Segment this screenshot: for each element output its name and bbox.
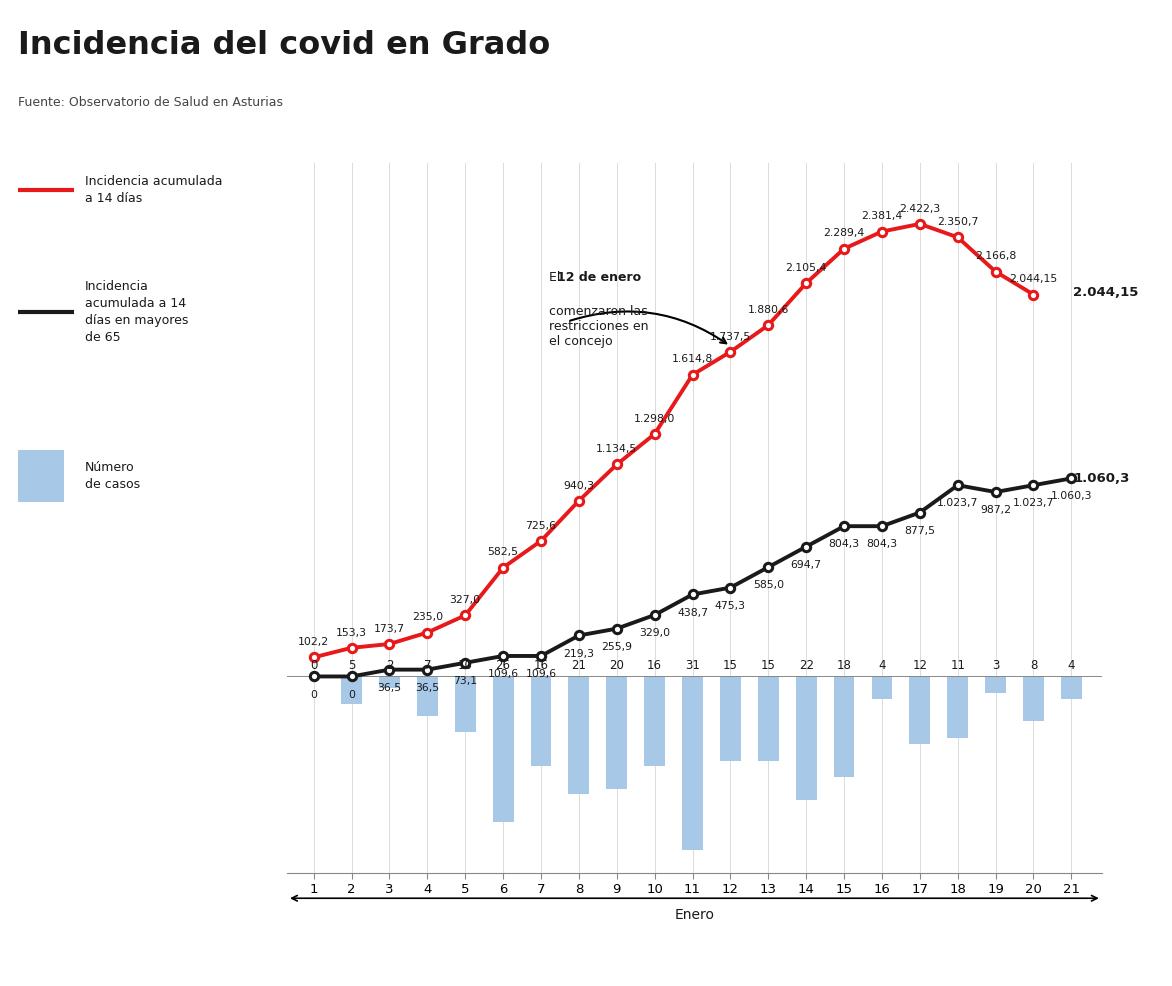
Text: Incidencia acumulada
a 14 días: Incidencia acumulada a 14 días <box>84 176 223 205</box>
Text: 585,0: 585,0 <box>752 580 784 591</box>
Text: 1.298,0: 1.298,0 <box>634 414 675 424</box>
Text: 21: 21 <box>572 659 586 671</box>
Text: 1.737,5: 1.737,5 <box>710 331 751 341</box>
Text: Fuente: Observatorio de Salud en Asturias: Fuente: Observatorio de Salud en Asturia… <box>18 97 282 109</box>
Text: 2.350,7: 2.350,7 <box>938 217 979 227</box>
Text: 1.023,7: 1.023,7 <box>1013 498 1054 508</box>
Text: 2.044,15: 2.044,15 <box>1074 286 1139 299</box>
Text: 109,6: 109,6 <box>488 669 519 679</box>
Text: 1.880,6: 1.880,6 <box>748 305 789 315</box>
Bar <box>720 676 741 760</box>
Text: 725,6: 725,6 <box>525 521 557 530</box>
Text: 2.289,4: 2.289,4 <box>824 229 865 239</box>
Bar <box>417 676 437 716</box>
Text: 475,3: 475,3 <box>715 600 745 610</box>
Text: 36,5: 36,5 <box>377 682 402 693</box>
Text: 582,5: 582,5 <box>488 547 518 557</box>
Text: comenzaron las
restricciones en
el concejo: comenzaron las restricciones en el conce… <box>548 305 648 348</box>
Text: 2.381,4: 2.381,4 <box>861 211 902 221</box>
Text: Incidencia
acumulada a 14
días en mayores
de 65: Incidencia acumulada a 14 días en mayore… <box>84 280 188 343</box>
Bar <box>1061 676 1082 699</box>
Text: 2: 2 <box>386 659 393 671</box>
Bar <box>758 676 778 760</box>
Text: 16: 16 <box>533 659 548 671</box>
Bar <box>531 676 551 766</box>
Bar <box>379 676 400 687</box>
Text: 15: 15 <box>761 659 776 671</box>
Text: 12 de enero: 12 de enero <box>557 271 641 284</box>
Text: 20: 20 <box>609 659 625 671</box>
Bar <box>1023 676 1044 722</box>
Text: 0: 0 <box>309 659 318 671</box>
Bar <box>796 676 817 800</box>
Text: 1.060,3: 1.060,3 <box>1074 472 1130 485</box>
Text: 12: 12 <box>912 659 927 671</box>
Text: 0: 0 <box>348 689 355 699</box>
Text: 11: 11 <box>950 659 966 671</box>
Text: 804,3: 804,3 <box>866 539 898 549</box>
Text: Incidencia del covid en Grado: Incidencia del covid en Grado <box>18 30 550 60</box>
Text: 1.060,3: 1.060,3 <box>1050 491 1092 502</box>
Text: 1.614,8: 1.614,8 <box>672 355 713 365</box>
Text: 31: 31 <box>686 659 700 671</box>
Text: 26: 26 <box>496 659 511 671</box>
Text: 1.134,5: 1.134,5 <box>597 445 638 455</box>
Bar <box>492 676 513 822</box>
Text: 73,1: 73,1 <box>454 675 477 686</box>
Text: 438,7: 438,7 <box>677 607 708 617</box>
Text: 1.023,7: 1.023,7 <box>938 498 979 508</box>
Text: 15: 15 <box>723 659 738 671</box>
Bar <box>947 676 968 739</box>
Text: 10: 10 <box>458 659 472 671</box>
Text: 3: 3 <box>992 659 1000 671</box>
Bar <box>645 676 665 766</box>
Bar <box>986 676 1006 693</box>
Text: 0: 0 <box>311 689 318 699</box>
Text: 2.166,8: 2.166,8 <box>975 251 1016 261</box>
Text: 102,2: 102,2 <box>298 637 329 647</box>
Bar <box>341 676 362 704</box>
Text: 173,7: 173,7 <box>374 624 406 634</box>
Bar <box>568 676 590 794</box>
Text: 987,2: 987,2 <box>980 505 1011 515</box>
Text: Número
de casos: Número de casos <box>84 461 139 491</box>
Text: 22: 22 <box>798 659 813 671</box>
Text: 2.422,3: 2.422,3 <box>899 204 940 214</box>
Bar <box>455 676 476 733</box>
Text: 153,3: 153,3 <box>336 627 367 638</box>
Text: El: El <box>548 271 564 284</box>
Bar <box>833 676 854 777</box>
Text: 8: 8 <box>1030 659 1037 671</box>
Text: 4: 4 <box>1068 659 1075 671</box>
Text: 255,9: 255,9 <box>601 642 632 652</box>
Text: 36,5: 36,5 <box>415 682 440 693</box>
Text: 2.044,15: 2.044,15 <box>1009 274 1057 284</box>
Bar <box>909 676 931 743</box>
Text: 219,3: 219,3 <box>564 649 594 659</box>
Text: 940,3: 940,3 <box>564 480 594 490</box>
Text: 694,7: 694,7 <box>791 560 822 570</box>
Text: 16: 16 <box>647 659 662 671</box>
Bar <box>606 676 627 789</box>
Bar <box>682 676 703 850</box>
Text: 804,3: 804,3 <box>829 539 859 549</box>
Text: 7: 7 <box>423 659 431 671</box>
Text: 327,0: 327,0 <box>450 596 481 605</box>
Bar <box>872 676 892 699</box>
Text: 18: 18 <box>837 659 852 671</box>
Text: Enero: Enero <box>674 908 715 922</box>
Text: 2.105,4: 2.105,4 <box>785 263 827 273</box>
Text: 109,6: 109,6 <box>525 669 557 679</box>
Text: 4: 4 <box>878 659 886 671</box>
Text: 235,0: 235,0 <box>411 612 443 622</box>
Text: 5: 5 <box>348 659 355 671</box>
Text: 877,5: 877,5 <box>905 526 935 535</box>
Text: 329,0: 329,0 <box>639 628 670 638</box>
